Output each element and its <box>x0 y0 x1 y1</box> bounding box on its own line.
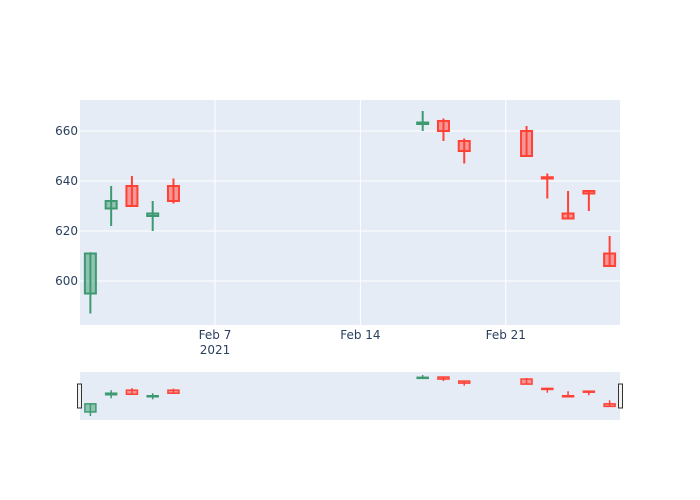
mini-candle-body <box>84 403 97 413</box>
y-tick-label: 620 <box>55 224 78 238</box>
y-tick-label: 660 <box>55 124 78 138</box>
candle-body <box>603 252 617 267</box>
x-tick-label: Feb 7 <box>199 328 232 342</box>
mini-candle-body <box>603 403 616 408</box>
candle-body <box>520 130 534 157</box>
mini-candle-body <box>457 380 471 384</box>
plot-background <box>80 100 620 325</box>
candles[interactable] <box>83 111 617 314</box>
mini-candle-body <box>167 389 180 394</box>
candle-body <box>104 200 118 210</box>
candle-body <box>166 185 180 202</box>
candle-body <box>561 212 575 220</box>
candle-body <box>540 176 554 180</box>
candle-body <box>436 120 450 132</box>
candle-body <box>125 185 139 207</box>
candle-body <box>416 121 430 125</box>
x-tick-label: Feb 14 <box>340 328 380 342</box>
mini-candle-body <box>125 389 139 395</box>
rangeslider-candles <box>84 375 616 416</box>
mini-candle-body <box>104 392 118 396</box>
rangeslider-handle-right[interactable] <box>618 383 623 409</box>
candle-body <box>146 212 160 217</box>
mini-candle-body <box>561 395 575 398</box>
mini-candle-body <box>437 376 450 380</box>
rangeslider-background[interactable] <box>80 372 620 420</box>
x-tick-sublabel: 2021 <box>200 343 231 357</box>
y-tick-label: 640 <box>55 174 78 188</box>
mini-candle-body <box>520 378 533 385</box>
mini-candle-body <box>146 395 159 398</box>
mini-candle-body <box>416 376 429 380</box>
y-axis: 600 620 640 660 <box>55 124 78 288</box>
mini-candle-body <box>582 390 596 393</box>
y-tick-label: 600 <box>55 274 78 288</box>
rangeslider-handle-left[interactable] <box>77 383 82 409</box>
x-tick-label: Feb 21 <box>486 328 526 342</box>
candle-body <box>83 252 97 295</box>
mini-candle-body <box>541 387 554 391</box>
candle-body <box>457 140 471 152</box>
candle-body <box>582 190 596 195</box>
